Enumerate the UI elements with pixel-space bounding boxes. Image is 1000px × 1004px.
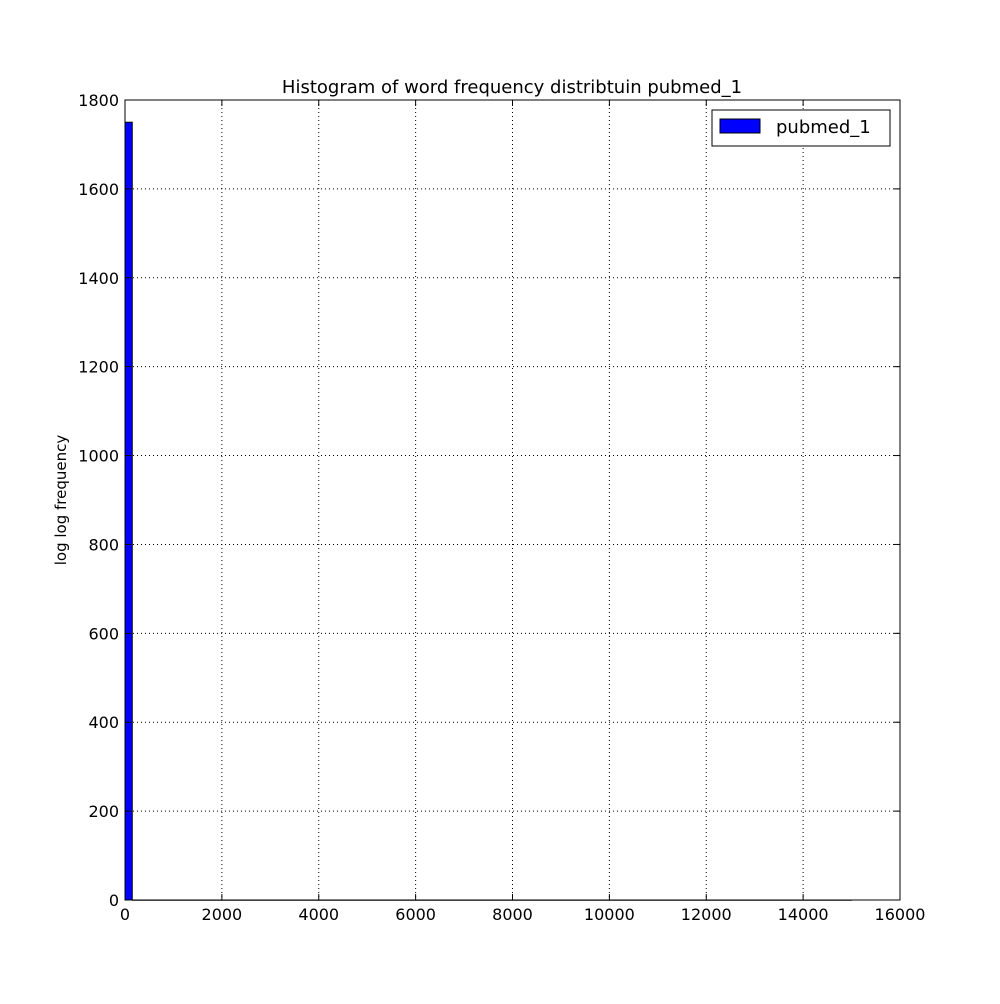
y-tick-label: 200 <box>88 802 119 821</box>
x-tick-label: 14000 <box>778 905 829 924</box>
legend-label: pubmed_1 <box>776 117 871 138</box>
legend-swatch <box>719 118 761 134</box>
x-tick-label: 16000 <box>875 905 926 924</box>
x-tick-label: 2000 <box>202 905 243 924</box>
chart-title: Histogram of word frequency distribtuin … <box>282 77 742 98</box>
y-tick-label: 800 <box>88 535 119 554</box>
y-tick-label: 600 <box>88 624 119 643</box>
y-tick-label: 1200 <box>78 358 119 377</box>
x-tick-labels: 0 2000 4000 6000 8000 10000 12000 14000 16000 <box>120 905 926 924</box>
grid-lines <box>125 100 900 900</box>
axis-ticks <box>124 99 901 901</box>
x-tick-label: 12000 <box>681 905 732 924</box>
y-tick-label: 1000 <box>78 447 119 466</box>
y-axis-label: log log frequency <box>52 435 70 566</box>
legend: pubmed_1 <box>711 109 891 147</box>
x-tick-label: 10000 <box>584 905 635 924</box>
y-tick-label: 0 <box>109 891 119 910</box>
y-tick-label: 400 <box>88 713 119 732</box>
histogram-bar <box>124 121 133 901</box>
x-tick-label: 8000 <box>492 905 533 924</box>
x-tick-label: 4000 <box>298 905 339 924</box>
x-tick-label: 0 <box>120 905 130 924</box>
y-tick-label: 1400 <box>78 269 119 288</box>
y-tick-label: 1600 <box>78 180 119 199</box>
y-tick-labels: 0 200 400 600 800 1000 1200 1400 1600 1800 <box>78 91 119 910</box>
y-tick-label: 1800 <box>78 91 119 110</box>
x-tick-label: 6000 <box>395 905 436 924</box>
